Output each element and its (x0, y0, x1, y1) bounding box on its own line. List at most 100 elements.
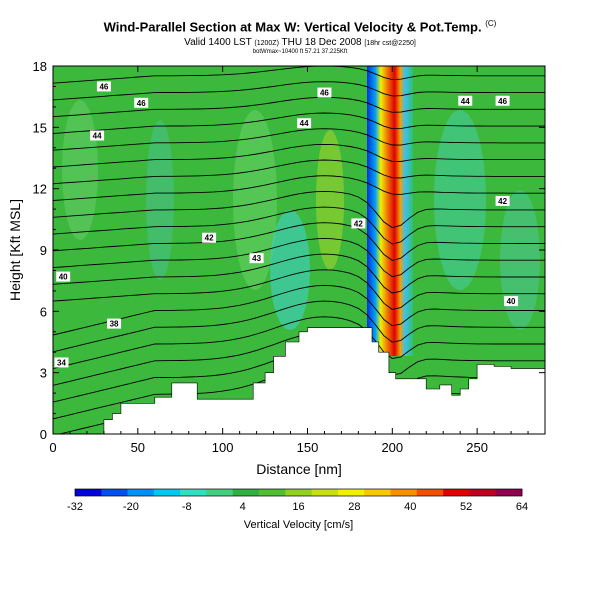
contour-label: 34 (57, 358, 66, 367)
isentrope-line (53, 269, 545, 310)
colorbar-swatch (259, 489, 286, 496)
isentrope-line (53, 175, 545, 201)
contour-label: 46 (320, 89, 329, 98)
isentrope-line (53, 190, 545, 229)
x-tick-label: 250 (466, 440, 488, 455)
valid-forecast: [18hr cst@2250] (364, 40, 416, 47)
colorbar-frame (74, 488, 523, 497)
field-patch (233, 110, 277, 290)
terrain-profile (53, 327, 546, 435)
x-tick-label: 150 (297, 440, 319, 455)
contour-label: 46 (137, 99, 146, 108)
contour-label-box (90, 130, 105, 141)
y-tick-label: 18 (33, 59, 47, 74)
isentrope-line (53, 316, 545, 370)
y-axis-label: Height [Kft MSL] (7, 199, 23, 301)
isentrope-line (53, 128, 545, 151)
colorbar-tick-label: -8 (182, 501, 192, 513)
colorbar-swatch (311, 489, 339, 496)
contour-label-box (351, 218, 366, 229)
contour-label-box (458, 95, 473, 106)
copyright-mark: (C) (485, 19, 497, 28)
valid-time: Valid 1400 LST (184, 37, 252, 48)
contour-label-box (495, 95, 510, 106)
isentrope-line (53, 237, 545, 278)
colorbar-tick-label: -20 (123, 501, 139, 513)
isentrope-line (53, 253, 545, 294)
colorbar-swatch (495, 489, 523, 496)
colorbar-tick-label: 4 (240, 501, 246, 513)
field-patch (434, 110, 486, 290)
field-patch (146, 120, 174, 280)
isentrope-line (53, 96, 545, 118)
contour-label: 42 (205, 234, 214, 243)
isentrope-line (53, 143, 545, 168)
contour-label: 46 (498, 97, 507, 106)
isentrope-line (53, 284, 545, 336)
x-tick-label: 100 (212, 440, 234, 455)
contour-label: 42 (498, 197, 507, 206)
contour-label-box (317, 87, 332, 98)
colorbar-swatch (469, 489, 497, 496)
contour-label-box (202, 232, 217, 243)
isentrope-line (53, 159, 545, 185)
contour-label: 44 (93, 132, 102, 141)
colorbar-swatch (232, 489, 260, 496)
colorbar-swatch (285, 489, 312, 496)
valid-time-line: Valid 1400 LST (1200Z) THU 18 Dec 2008 [… (0, 37, 600, 48)
field-patch (270, 210, 310, 330)
colorbar-swatch (443, 489, 470, 496)
contour-label: 43 (252, 254, 261, 263)
y-tick-label: 15 (33, 120, 47, 135)
isentrope-line (53, 300, 545, 353)
isentrope-line (53, 222, 545, 261)
y-tick-label: 12 (33, 182, 47, 197)
colorbar-tick-label: 52 (460, 501, 472, 513)
colorbar-tick-label: 28 (348, 501, 360, 513)
contour-label-box (504, 296, 519, 307)
valid-zulu: (1200Z) (254, 40, 279, 47)
contour-label: 40 (59, 273, 68, 282)
contour-label-box (249, 253, 264, 264)
contour-label-box (54, 357, 69, 368)
axes: 0 50 100 150 200 250 0 3 6 9 12 15 18 Distance [nm] He… (7, 59, 545, 477)
colorbar-tick-label: -32 (67, 501, 83, 513)
isentrope-line (53, 66, 545, 84)
colorbar-swatch (127, 489, 155, 496)
isentrope-line (53, 112, 545, 134)
chart-title: Wind-Parallel Section at Max W: Vertical… (0, 19, 600, 34)
contour-label: 44 (300, 119, 309, 128)
title-text: Wind-Parallel Section at Max W: Vertical… (103, 19, 482, 35)
x-tick-label: 0 (49, 440, 56, 455)
info-line: botWmax~10400 ft 57.21 37.225Kft (252, 49, 348, 55)
colorbar-swatch (180, 489, 207, 496)
colorbar-swatch (416, 489, 444, 496)
contour-label: 38 (110, 320, 119, 329)
x-tick-label: 200 (381, 440, 403, 455)
y-tick-label: 6 (40, 304, 47, 319)
colorbar: -32 -20 -8 4 16 28 40 52 64 Vertical Velocity [cm… (67, 488, 528, 531)
contour-label-box (107, 318, 122, 329)
colorbar-swatch (75, 489, 102, 496)
valid-day: THU 18 Dec 2008 (281, 37, 362, 48)
colorbar-swatch (206, 489, 234, 496)
contour-label: 42 (354, 219, 363, 228)
contour-label-box (297, 118, 312, 129)
y-tick-label: 9 (40, 243, 47, 258)
isentrope-line (53, 206, 545, 245)
colorbar-swatch (337, 489, 365, 496)
updraft-core (367, 66, 413, 356)
contour-label-box (96, 81, 111, 92)
colorbar-swatch (390, 489, 418, 496)
contour-label: 40 (507, 297, 516, 306)
colorbar-swatch (101, 489, 128, 496)
y-tick-label: 0 (40, 427, 47, 442)
colorbar-swatch (153, 489, 181, 496)
isentrope-labels: 34 38 40 42 43 42 42 40 44 46 46 44 46 44 46 (54, 81, 519, 368)
y-tick-label: 3 (40, 366, 47, 381)
contour-label-box (56, 271, 71, 282)
contour-label: 46 (99, 82, 108, 91)
field-patch (62, 100, 98, 240)
